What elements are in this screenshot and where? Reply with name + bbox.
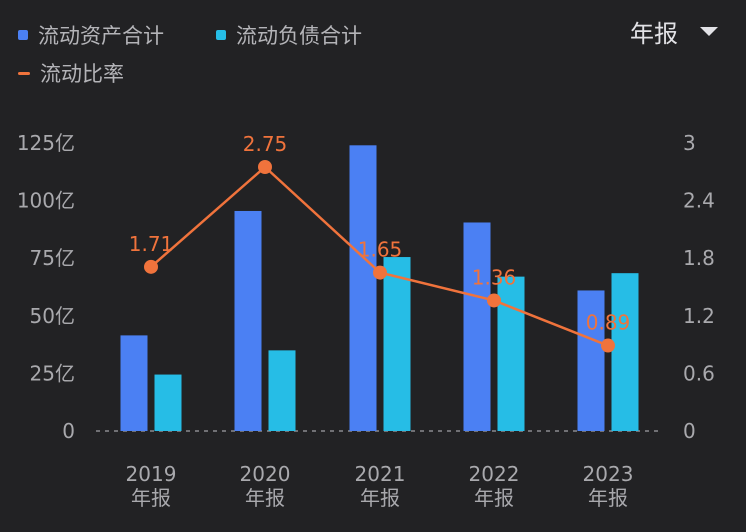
bar-current-assets: [577, 290, 605, 431]
legend-item-current-assets[interactable]: 流动资产合计: [18, 20, 164, 50]
x-tick-label-year: 2019: [126, 462, 177, 486]
y-right-tick-label: 1.8: [683, 246, 715, 270]
y-right-tick-label: 3: [683, 131, 696, 155]
x-tick-label-period: 年报: [131, 486, 171, 510]
point-current-ratio: [373, 265, 387, 280]
bar-current-liabilities: [268, 350, 296, 431]
data-label-current-ratio: 0.89: [586, 311, 631, 335]
period-selector-label: 年报: [630, 20, 678, 48]
legend-label-current-assets: 流动资产合计: [38, 24, 164, 48]
y-right-tick-label: 0: [683, 419, 696, 443]
legend-swatch-current-liabilities: [216, 30, 226, 40]
x-tick-label-period: 年报: [360, 486, 400, 510]
x-tick-label-year: 2021: [355, 462, 406, 486]
x-tick-label-period: 年报: [474, 486, 514, 510]
y-left-tick-label: 25亿: [30, 361, 75, 385]
period-selector[interactable]: 年报: [630, 14, 718, 49]
y-right-tick-label: 2.4: [683, 189, 715, 213]
legend-item-current-ratio[interactable]: 流动比率: [18, 58, 124, 88]
bar-current-assets: [120, 335, 148, 431]
y-left-tick-label: 50亿: [30, 304, 75, 328]
x-tick-label-period: 年报: [588, 486, 628, 510]
x-tick-label-year: 2022: [469, 462, 520, 486]
y-left-tick-label: 100亿: [17, 189, 75, 213]
bar-current-assets: [349, 145, 377, 431]
bar-current-liabilities: [383, 257, 411, 431]
y-left-tick-label: 125亿: [17, 131, 75, 155]
point-current-ratio: [487, 293, 501, 308]
data-label-current-ratio: 1.36: [472, 265, 517, 289]
legend-item-current-liabilities[interactable]: 流动负债合计: [216, 20, 362, 50]
x-tick-label-period: 年报: [245, 486, 285, 510]
bar-current-liabilities: [497, 276, 525, 431]
x-tick-label-year: 2020: [240, 462, 291, 486]
legend-line-current-ratio: [18, 71, 30, 75]
y-left-tick-label: 0: [62, 419, 75, 443]
data-label-current-ratio: 1.65: [358, 238, 403, 262]
bar-current-assets: [463, 222, 491, 431]
chevron-down-icon: [700, 27, 718, 36]
bar-current-liabilities: [611, 273, 639, 431]
x-tick-label-year: 2023: [583, 462, 634, 486]
legend-swatch-current-assets: [18, 30, 28, 40]
legend-label-current-liabilities: 流动负债合计: [236, 24, 362, 48]
y-right-tick-label: 1.2: [683, 304, 715, 328]
data-label-current-ratio: 1.71: [129, 232, 174, 256]
bar-current-liabilities: [154, 374, 182, 431]
bar-current-assets: [234, 210, 262, 431]
legend-label-current-ratio: 流动比率: [40, 62, 124, 86]
y-left-tick-label: 75亿: [30, 246, 75, 270]
point-current-ratio: [601, 338, 615, 353]
data-label-current-ratio: 2.75: [243, 132, 288, 156]
y-right-tick-label: 0.6: [683, 361, 715, 385]
point-current-ratio: [144, 259, 158, 274]
point-current-ratio: [258, 160, 272, 174]
